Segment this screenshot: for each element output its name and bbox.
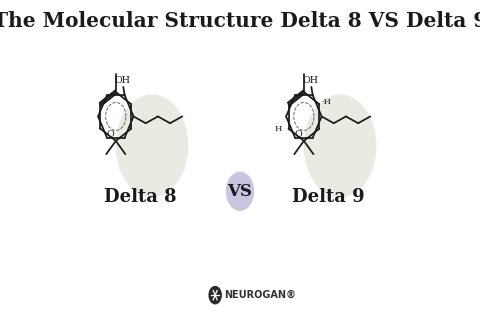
Text: NEUROGAN®: NEUROGAN® — [224, 290, 296, 300]
Text: O: O — [107, 130, 114, 139]
Text: O: O — [295, 130, 302, 139]
Text: VS: VS — [228, 183, 252, 200]
Text: Delta 8: Delta 8 — [104, 188, 176, 206]
Text: Delta 9: Delta 9 — [292, 188, 364, 206]
Circle shape — [226, 172, 254, 211]
Circle shape — [208, 286, 222, 304]
Text: The Molecular Structure Delta 8 VS Delta 9: The Molecular Structure Delta 8 VS Delta… — [0, 11, 480, 31]
Text: OH: OH — [302, 76, 319, 85]
Text: ·H: ·H — [321, 98, 331, 106]
Ellipse shape — [116, 94, 188, 197]
Text: OH: OH — [115, 76, 131, 85]
Text: H: H — [275, 125, 282, 133]
Ellipse shape — [304, 94, 376, 197]
